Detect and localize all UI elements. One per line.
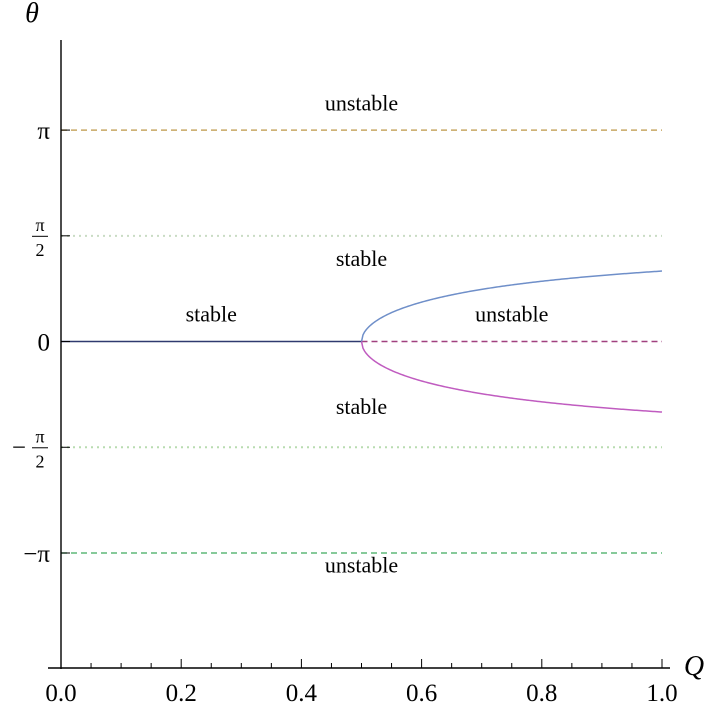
region-annotation: stable: [336, 394, 387, 419]
y-tick-label: 0: [38, 330, 51, 357]
y-tick-label: π2: [32, 215, 48, 260]
x-tick-label: 1.0: [646, 680, 677, 707]
series-line-7: [360, 341, 663, 413]
y-tick-label-denominator: 2: [36, 451, 45, 471]
region-annotation: unstable: [325, 552, 398, 577]
x-tick-label: 0.0: [45, 680, 76, 707]
y-tick-label-denominator: 2: [36, 240, 45, 260]
region-annotation: stable: [186, 301, 237, 326]
x-tick-label: 0.2: [166, 680, 197, 707]
region-annotation: stable: [336, 246, 387, 271]
series-line-6: [360, 270, 663, 342]
x-tick-label: 0.8: [526, 680, 557, 707]
axes-layer: [48, 40, 670, 669]
y-tick-label: − π 2: [12, 426, 48, 471]
y-tick-label-numerator: π: [35, 426, 44, 446]
x-tick-label: 0.6: [406, 680, 437, 707]
region-annotation: unstable: [475, 301, 548, 326]
y-tick-label: −π: [23, 541, 50, 568]
series-layer: [61, 129, 663, 554]
x-tick-label: 0.4: [286, 680, 318, 707]
y-tick-label-numerator: π: [35, 215, 44, 235]
y-tick-label: π: [37, 118, 50, 145]
y-tick-label-sign: −: [12, 434, 26, 461]
x-axis-label: Q: [684, 651, 704, 682]
region-annotation: unstable: [325, 91, 398, 116]
y-axis-label: θ: [25, 0, 39, 29]
